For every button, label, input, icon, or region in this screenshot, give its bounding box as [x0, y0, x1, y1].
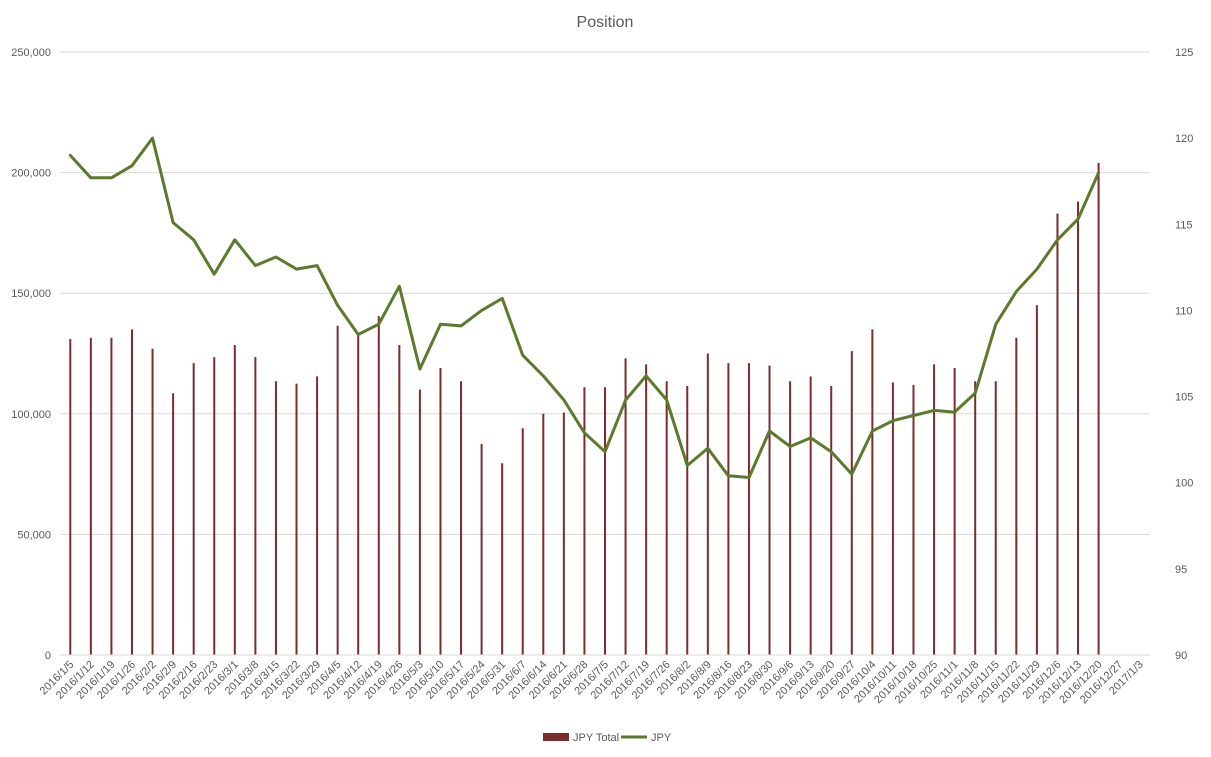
right-axis: 90 95 100 105 110 115 120 125: [1175, 47, 1193, 662]
bar-jpy-total: [501, 463, 504, 655]
bar-jpy-total: [439, 367, 442, 655]
bar-jpy-total: [686, 386, 689, 655]
legend-label-jpy: JPY: [651, 732, 672, 744]
bar-jpy-total: [130, 329, 133, 655]
right-tick-label: 110: [1175, 305, 1193, 317]
gridlines: [60, 51, 1150, 535]
legend-swatch-jpy-total: [543, 733, 569, 741]
left-tick-label: 200,000: [11, 168, 51, 180]
bar-jpy-total: [460, 381, 463, 655]
bar-jpy-total: [953, 367, 956, 655]
bar-jpy-total: [562, 412, 565, 655]
left-tick-label: 100,000: [11, 409, 51, 421]
left-tick-label: 250,000: [11, 47, 51, 59]
left-tick-label: 150,000: [11, 288, 51, 300]
bar-jpy-total: [891, 382, 894, 655]
bar-jpy-total: [665, 381, 668, 655]
legend-label-jpy-total: JPY Total: [573, 732, 619, 744]
bar-jpy-total: [994, 381, 997, 655]
bar-jpy-total: [1015, 337, 1018, 655]
right-tick-label: 125: [1175, 47, 1193, 59]
bar-jpy-total: [398, 345, 401, 655]
bar-jpy-total: [542, 413, 545, 655]
bar-jpy-total: [1077, 201, 1080, 655]
bar-jpy-total: [809, 376, 812, 655]
line-series: [68, 136, 1101, 479]
right-tick-label: 120: [1175, 133, 1193, 145]
bar-jpy-total: [871, 329, 874, 655]
bar-jpy-total: [933, 364, 936, 655]
bar-jpy-total: [233, 345, 236, 655]
bar-jpy-total: [480, 443, 483, 655]
bar-jpy-total: [830, 386, 833, 655]
right-tick-label: 90: [1175, 650, 1187, 662]
bar-series: [69, 162, 1100, 655]
bar-jpy-total: [172, 393, 175, 655]
bar-jpy-total: [974, 381, 977, 655]
x-axis: 2016/1/52016/1/122016/1/192016/1/262016/…: [38, 654, 1150, 706]
line-jpy: [68, 136, 1101, 479]
bar-jpy-total: [418, 389, 421, 655]
bar-jpy-total: [295, 383, 298, 655]
bar-jpy-total: [89, 337, 92, 655]
bar-jpy-total: [645, 364, 648, 655]
bar-jpy-total: [316, 376, 319, 655]
left-tick-label: 0: [45, 650, 51, 662]
bar-jpy-total: [274, 381, 277, 655]
bar-jpy-total: [521, 428, 524, 655]
right-tick-label: 115: [1175, 219, 1193, 231]
chart-title: Position: [577, 14, 634, 31]
bar-jpy-total: [789, 381, 792, 655]
bar-jpy-total: [69, 339, 72, 655]
bar-jpy-total: [583, 387, 586, 655]
bar-jpy-total: [213, 357, 216, 655]
bar-jpy-total: [357, 334, 360, 655]
bar-jpy-total: [624, 358, 627, 655]
right-tick-label: 95: [1175, 564, 1187, 576]
bar-jpy-total: [110, 337, 113, 655]
left-tick-label: 50,000: [17, 529, 51, 541]
bar-jpy-total: [850, 351, 853, 655]
legend: JPY Total JPY: [543, 732, 672, 744]
bar-jpy-total: [747, 363, 750, 655]
bar-jpy-total: [768, 365, 771, 655]
bar-jpy-total: [912, 384, 915, 655]
bar-jpy-total: [727, 363, 730, 655]
bar-jpy-total: [151, 348, 154, 655]
bar-jpy-total: [192, 363, 195, 655]
bar-jpy-total: [336, 325, 339, 655]
left-axis: 0 50,000 100,000 150,000 200,000 250,000: [11, 47, 51, 662]
right-tick-label: 100: [1175, 478, 1193, 490]
bar-jpy-total: [1035, 305, 1038, 655]
bar-jpy-total: [706, 353, 709, 655]
bar-jpy-total: [254, 357, 257, 655]
bar-jpy-total: [377, 316, 380, 655]
bar-jpy-total: [604, 387, 606, 655]
bar-jpy-total: [1097, 162, 1100, 655]
bar-jpy-total: [1056, 213, 1059, 655]
right-tick-label: 105: [1175, 392, 1193, 404]
